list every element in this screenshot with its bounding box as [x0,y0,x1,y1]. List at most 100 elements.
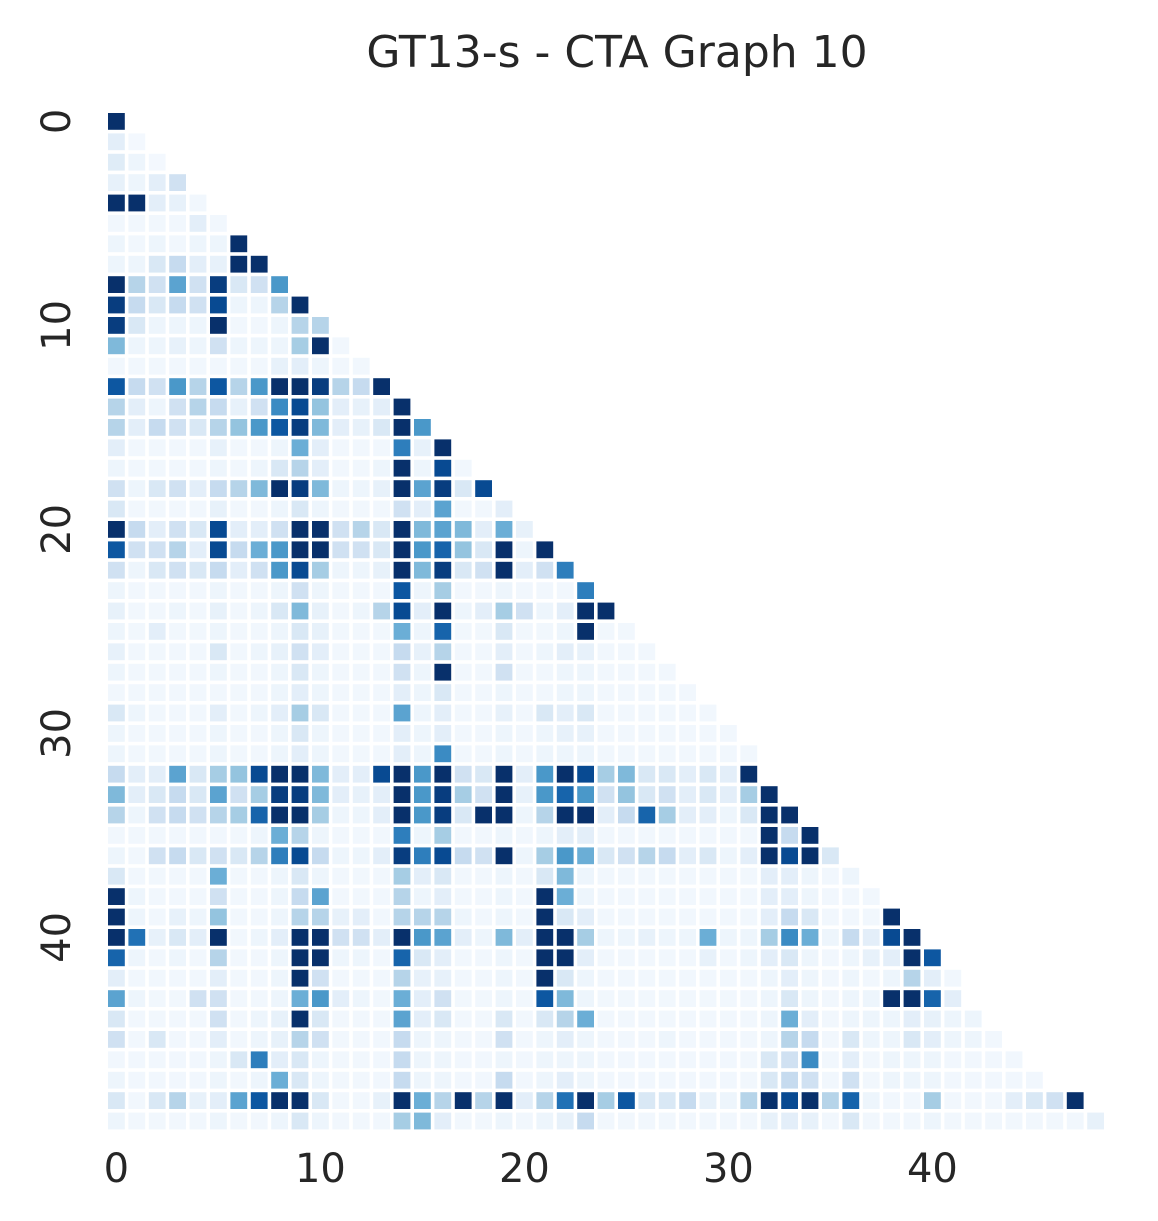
heatmap-cell [352,480,370,497]
heatmap-cell [903,1051,921,1069]
heatmap-cell [291,602,309,620]
heatmap-cell [148,521,166,538]
heatmap-cell [414,684,431,701]
heatmap-cell [516,1071,533,1089]
heatmap-cell [148,602,166,620]
heatmap-cell [414,561,431,579]
heatmap-cell [618,684,635,701]
heatmap-cell [842,949,860,967]
heatmap-cell [720,929,737,946]
heatmap-cell [271,1071,288,1089]
heatmap-cell [169,765,186,783]
heatmap-cell [883,1092,900,1109]
heatmap-cell [699,969,717,987]
heatmap-cell [414,1010,431,1028]
heatmap-cell [699,725,717,742]
heatmap-cell [760,1010,778,1028]
heatmap-cell [475,765,492,783]
heatmap-cell [148,908,166,926]
heatmap-cell [414,582,431,599]
heatmap-cell [128,786,146,803]
heatmap-cell [842,1031,860,1048]
heatmap-cell [536,827,554,844]
heatmap-cell [495,1031,513,1048]
heatmap-cell [618,827,635,844]
heatmap-cell [291,1112,309,1130]
heatmap-cell [108,929,125,946]
heatmap-cell [1046,1112,1064,1130]
heatmap-cell [148,1071,166,1089]
heatmap-cell [332,949,350,967]
heatmap-cell [781,1092,798,1109]
heatmap-cell [128,969,146,987]
heatmap-cell [312,378,329,395]
heatmap-cell [169,663,186,681]
heatmap-cell [332,786,350,803]
heatmap-cell [720,765,737,783]
heatmap-cell [434,867,452,885]
heatmap-cell [516,1031,533,1048]
heatmap-cell [393,602,411,620]
heatmap-cell [169,1071,186,1089]
heatmap-cell [516,745,533,763]
heatmap-cell [597,643,615,661]
heatmap-cell [475,949,492,967]
heatmap-cell [332,419,350,436]
heatmap-cell [720,1010,737,1028]
heatmap-cell [291,1051,309,1069]
heatmap-cell [312,1071,329,1089]
heatmap-cell [373,1092,390,1109]
heatmap-cell [230,827,248,844]
heatmap-cell [148,276,166,293]
heatmap-cell [352,908,370,926]
heatmap-cell [230,1010,248,1028]
heatmap-cell [291,398,309,416]
heatmap-cell [373,827,390,844]
heatmap-cell [352,684,370,701]
heatmap-cell [516,1051,533,1069]
heatmap-cell [801,1051,819,1069]
heatmap-cell [169,1010,186,1028]
heatmap-cell [108,1031,125,1048]
heatmap-cell [434,786,452,803]
heatmap-cell [781,929,798,946]
heatmap-cell [210,786,227,803]
heatmap-cell [516,806,533,824]
heatmap-cell [414,786,431,803]
heatmap-cell [536,541,554,559]
heatmap-cell [271,541,288,559]
heatmap-cell [597,949,615,967]
heatmap-cell [169,990,186,1007]
heatmap-cell [679,786,696,803]
heatmap-cell [454,541,472,559]
heatmap-cell [454,663,472,681]
heatmap-cell [210,1051,227,1069]
heatmap-cell [169,561,186,579]
heatmap-cell [414,888,431,905]
x-tick-label: 10 [295,1146,346,1192]
heatmap-cell [271,990,288,1007]
heatmap-cell [291,806,309,824]
heatmap-cell [108,153,125,171]
heatmap-cell [475,1010,492,1028]
heatmap-cell [210,1092,227,1109]
heatmap-cell [148,215,166,232]
heatmap-cell [658,1071,676,1089]
heatmap-cell [148,337,166,355]
heatmap-cell [169,806,186,824]
heatmap-cell [740,745,758,763]
heatmap-cell [230,806,248,824]
heatmap-cell [332,990,350,1007]
heatmap-cell [414,623,431,640]
heatmap-cell [679,888,696,905]
heatmap-cell [230,439,248,457]
heatmap-cell [577,990,594,1007]
heatmap-cell [944,969,962,987]
heatmap-cell [699,827,717,844]
heatmap-cell [454,725,472,742]
heatmap-cell [985,1031,1002,1048]
heatmap-cell [720,990,737,1007]
heatmap-cell [373,419,390,436]
heatmap-cell [189,255,207,273]
heatmap-cell [577,867,594,885]
